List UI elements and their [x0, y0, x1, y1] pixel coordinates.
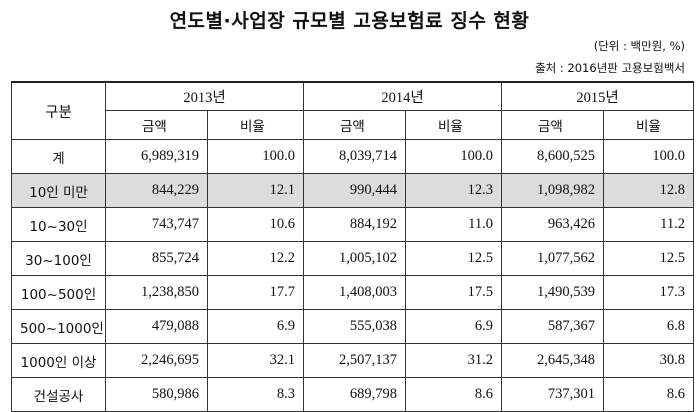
table-row: 건설공사 580,986 8.3 689,798 8.6 737,301 8.6 — [11, 377, 694, 412]
cell-ratio: 12.1 — [207, 173, 304, 208]
cell-ratio: 12.2 — [207, 241, 304, 276]
row-category: 건설공사 — [11, 377, 106, 412]
header-amount: 금액 — [105, 110, 208, 140]
table-row: 10인 미만 844,229 12.1 990,444 12.3 1,098,9… — [11, 173, 694, 208]
table-row: 계 6,989,319 100.0 8,039,714 100.0 8,600,… — [11, 139, 694, 174]
cell-amount: 587,367 — [501, 309, 604, 344]
header-ratio: 비율 — [207, 110, 304, 140]
cell-ratio: 6.8 — [603, 309, 694, 344]
cell-amount: 1,098,982 — [501, 173, 604, 208]
cell-ratio: 12.5 — [405, 241, 502, 276]
cell-amount: 479,088 — [105, 309, 208, 344]
row-category: 10인 미만 — [11, 173, 106, 208]
row-category: 30~100인 — [11, 241, 106, 276]
cell-amount: 963,426 — [501, 207, 604, 242]
table-row: 100~500인 1,238,850 17.7 1,408,003 17.5 1… — [11, 275, 694, 310]
cell-amount: 2,645,348 — [501, 343, 604, 378]
cell-amount: 8,039,714 — [303, 139, 406, 174]
table-row: 30~100인 855,724 12.2 1,005,102 12.5 1,07… — [11, 241, 694, 276]
header-amount: 금액 — [501, 110, 604, 140]
cell-amount: 1,238,850 — [105, 275, 208, 310]
row-category: 500~1000인 — [11, 309, 106, 344]
cell-amount: 2,507,137 — [303, 343, 406, 378]
cell-ratio: 6.9 — [405, 309, 502, 344]
cell-ratio: 32.1 — [207, 343, 304, 378]
cell-ratio: 17.5 — [405, 275, 502, 310]
table-row: 500~1000인 479,088 6.9 555,038 6.9 587,36… — [11, 309, 694, 344]
header-category: 구분 — [11, 81, 106, 140]
header-ratio: 비율 — [603, 110, 694, 140]
row-category: 계 — [11, 139, 106, 174]
cell-ratio: 100.0 — [207, 139, 304, 174]
cell-ratio: 30.8 — [603, 343, 694, 378]
header-year-2015: 2015년 — [501, 81, 694, 111]
cell-ratio: 11.0 — [405, 207, 502, 242]
cell-ratio: 17.7 — [207, 275, 304, 310]
cell-ratio: 8.6 — [405, 377, 502, 412]
table-row: 10~30인 743,747 10.6 884,192 11.0 963,426… — [11, 207, 694, 242]
cell-ratio: 10.6 — [207, 207, 304, 242]
cell-ratio: 17.3 — [603, 275, 694, 310]
cell-amount: 1,005,102 — [303, 241, 406, 276]
cell-amount: 844,229 — [105, 173, 208, 208]
cell-amount: 2,246,695 — [105, 343, 208, 378]
cell-amount: 884,192 — [303, 207, 406, 242]
cell-amount: 990,444 — [303, 173, 406, 208]
cell-ratio: 100.0 — [405, 139, 502, 174]
cell-amount: 8,600,525 — [501, 139, 604, 174]
page-title: 연도별·사업장 규모별 고용보험료 징수 현황 — [169, 10, 530, 32]
cell-ratio: 11.2 — [603, 207, 694, 242]
collection-table: 구분 2013년 2014년 2015년 금액 비율 금액 비율 금액 비율 계… — [11, 81, 694, 412]
cell-amount: 855,724 — [105, 241, 208, 276]
cell-amount: 737,301 — [501, 377, 604, 412]
table-row: 1000인 이상 2,246,695 32.1 2,507,137 31.2 2… — [11, 343, 694, 378]
header-ratio: 비율 — [405, 110, 502, 140]
cell-amount: 1,408,003 — [303, 275, 406, 310]
cell-ratio: 100.0 — [603, 139, 694, 174]
cell-ratio: 6.9 — [207, 309, 304, 344]
table-body: 계 6,989,319 100.0 8,039,714 100.0 8,600,… — [11, 139, 694, 412]
header-year-2014: 2014년 — [303, 81, 502, 111]
cell-ratio: 31.2 — [405, 343, 502, 378]
row-category: 10~30인 — [11, 207, 106, 242]
row-category: 1000인 이상 — [11, 343, 106, 378]
cell-ratio: 12.8 — [603, 173, 694, 208]
unit-note: (단위 : 백만원, %) — [593, 39, 685, 53]
cell-amount: 580,986 — [105, 377, 208, 412]
cell-amount: 555,038 — [303, 309, 406, 344]
cell-amount: 1,490,539 — [501, 275, 604, 310]
cell-amount: 6,989,319 — [105, 139, 208, 174]
cell-amount: 1,077,562 — [501, 241, 604, 276]
cell-ratio: 12.5 — [603, 241, 694, 276]
source-note: 출처 : 2016년판 고용보험백서 — [535, 61, 685, 75]
row-category: 100~500인 — [11, 275, 106, 310]
cell-ratio: 8.6 — [603, 377, 694, 412]
header-year-2013: 2013년 — [105, 81, 304, 111]
header-amount: 금액 — [303, 110, 406, 140]
cell-amount: 689,798 — [303, 377, 406, 412]
cell-ratio: 8.3 — [207, 377, 304, 412]
cell-ratio: 12.3 — [405, 173, 502, 208]
cell-amount: 743,747 — [105, 207, 208, 242]
